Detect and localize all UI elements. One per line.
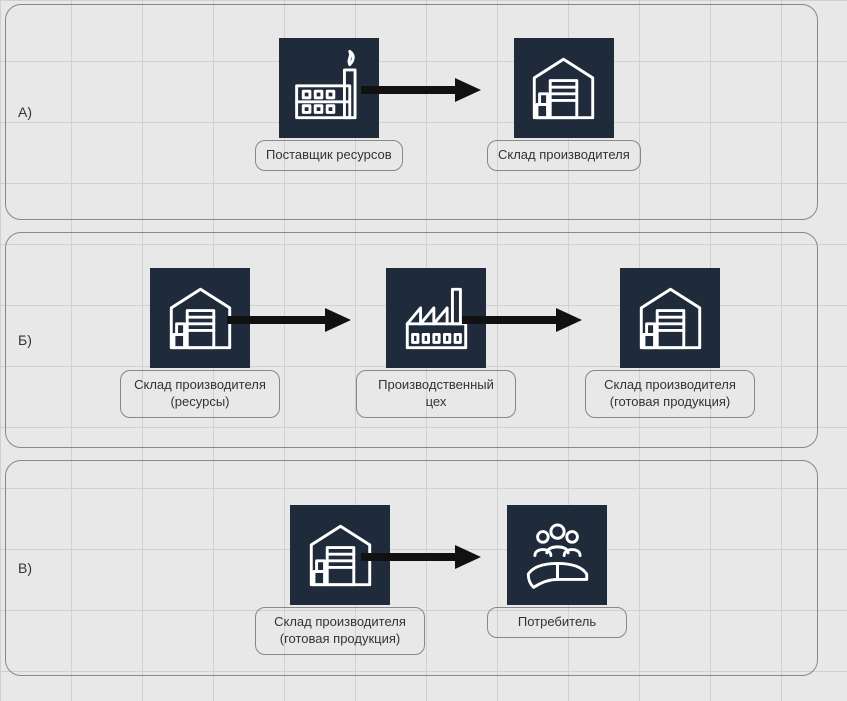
panel-b-label: Б) bbox=[18, 332, 32, 348]
panel-b: Б) bbox=[5, 232, 818, 448]
arrow-b2-b3 bbox=[460, 305, 584, 335]
arrow-c1-c2 bbox=[359, 542, 483, 572]
arrow-a1-a2 bbox=[359, 75, 483, 105]
panel-a: А) bbox=[5, 4, 818, 220]
panel-a-label: А) bbox=[18, 104, 32, 120]
arrow-b1-b2 bbox=[225, 305, 353, 335]
panel-c-label: В) bbox=[18, 560, 32, 576]
